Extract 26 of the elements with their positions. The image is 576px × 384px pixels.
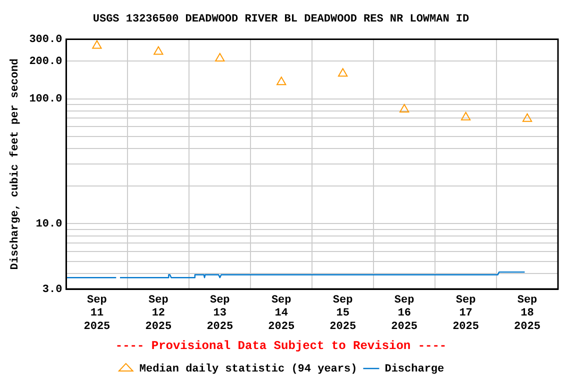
y-axis-title: Discharge, cubic feet per second <box>8 58 22 270</box>
y-tick-label: 100.0 <box>29 94 62 106</box>
x-tick-label: Sep 15 2025 <box>330 294 356 333</box>
y-tick-label: 3.0 <box>42 284 62 296</box>
y-tick-label: 10.0 <box>36 218 62 230</box>
x-tick-label: Sep 11 2025 <box>84 294 111 333</box>
text: ---- Provisional Data Subject to Revision ---- <box>115 338 447 353</box>
x-tick-label: Sep 18 2025 <box>514 294 541 333</box>
legend-label: Discharge <box>384 363 445 376</box>
x-tick-label: Sep 13 2025 <box>206 294 234 333</box>
x-tick-label: Sep 14 2025 <box>268 294 295 333</box>
x-tick-label: Sep 12 2025 <box>145 294 172 333</box>
point <box>399 104 410 113</box>
point <box>460 112 471 120</box>
point <box>276 76 286 86</box>
x-tick-label: Sep 17 2025 <box>452 294 480 333</box>
x-tick-label: Sep 16 2025 <box>391 294 418 333</box>
legend-label: Median daily statistic (94 years) <box>139 363 358 376</box>
point <box>215 53 225 62</box>
point <box>154 46 164 55</box>
point <box>522 113 532 122</box>
point <box>338 68 348 77</box>
y-tick-label: 200.0 <box>29 56 62 68</box>
y-tick-label: 300.0 <box>29 34 62 46</box>
point <box>92 40 102 49</box>
chart-title: USGS 13236500 DEADWOOD RIVER BL DEADWOOD RES NR LOWMAN ID <box>92 13 470 26</box>
